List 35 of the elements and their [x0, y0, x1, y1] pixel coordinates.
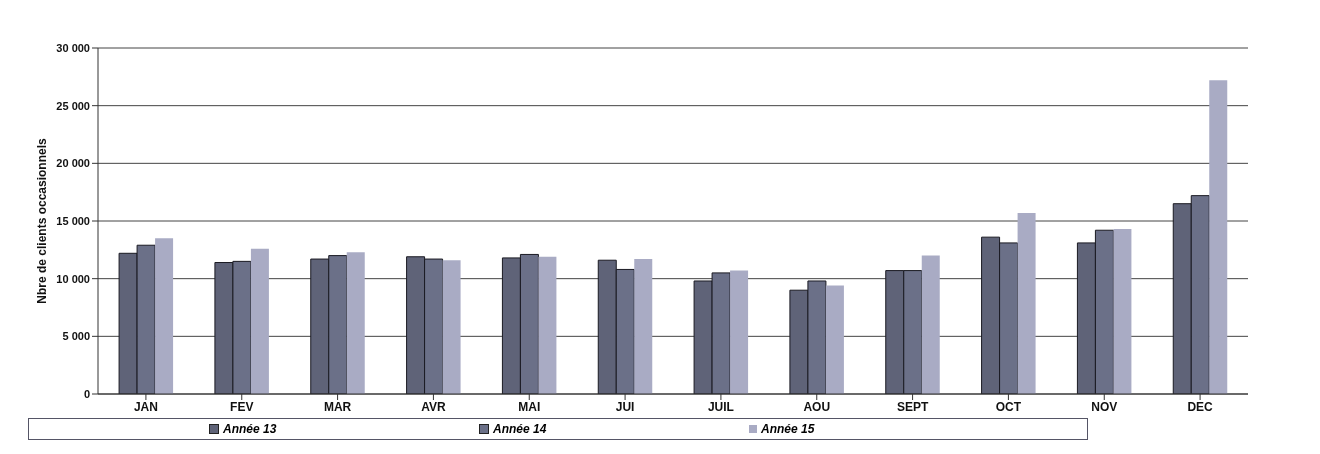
x-tick-label: JAN: [133, 399, 158, 414]
x-tick-label: SEPT: [896, 399, 929, 414]
y-tick-label: 25 000: [56, 99, 90, 112]
x-tick-label: DEC: [1187, 399, 1214, 414]
y-tick-label: 15 000: [56, 214, 90, 227]
bar: [921, 255, 940, 394]
y-tick-label: 20 000: [56, 157, 90, 170]
bar: [155, 238, 174, 394]
bar: [442, 260, 461, 394]
bar: [1209, 80, 1228, 394]
bar: [634, 259, 653, 394]
bar: [346, 252, 365, 394]
legend-label: Année 15: [760, 422, 816, 436]
bar: [825, 285, 844, 394]
x-tick-label: JUIL: [707, 399, 734, 414]
y-tick-label: 0: [83, 387, 90, 400]
legend-label: Année 13: [222, 422, 278, 436]
bar: [1113, 229, 1132, 394]
y-tick-label: 5 000: [62, 330, 90, 343]
x-tick-label: OCT: [995, 399, 1022, 414]
x-tick-label: MAR: [323, 399, 352, 414]
y-tick-label: 10 000: [56, 272, 90, 285]
x-tick-label: MAI: [518, 399, 541, 414]
bar: [730, 270, 749, 394]
x-tick-label: FEV: [230, 399, 254, 414]
bar: [250, 248, 269, 394]
legend-label: Année 14: [492, 422, 548, 436]
y-axis-title: Nbre de clients occasionnels: [35, 137, 50, 304]
x-tick-label: NOV: [1091, 399, 1118, 414]
bar: [1017, 212, 1036, 394]
x-tick-label: AVR: [421, 399, 446, 414]
x-tick-label: AOU: [803, 399, 831, 414]
y-tick-label: 30 000: [56, 41, 90, 54]
x-tick-label: JUI: [615, 399, 635, 414]
bar: [538, 256, 557, 394]
